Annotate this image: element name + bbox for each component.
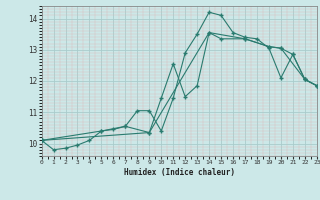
X-axis label: Humidex (Indice chaleur): Humidex (Indice chaleur)	[124, 168, 235, 177]
